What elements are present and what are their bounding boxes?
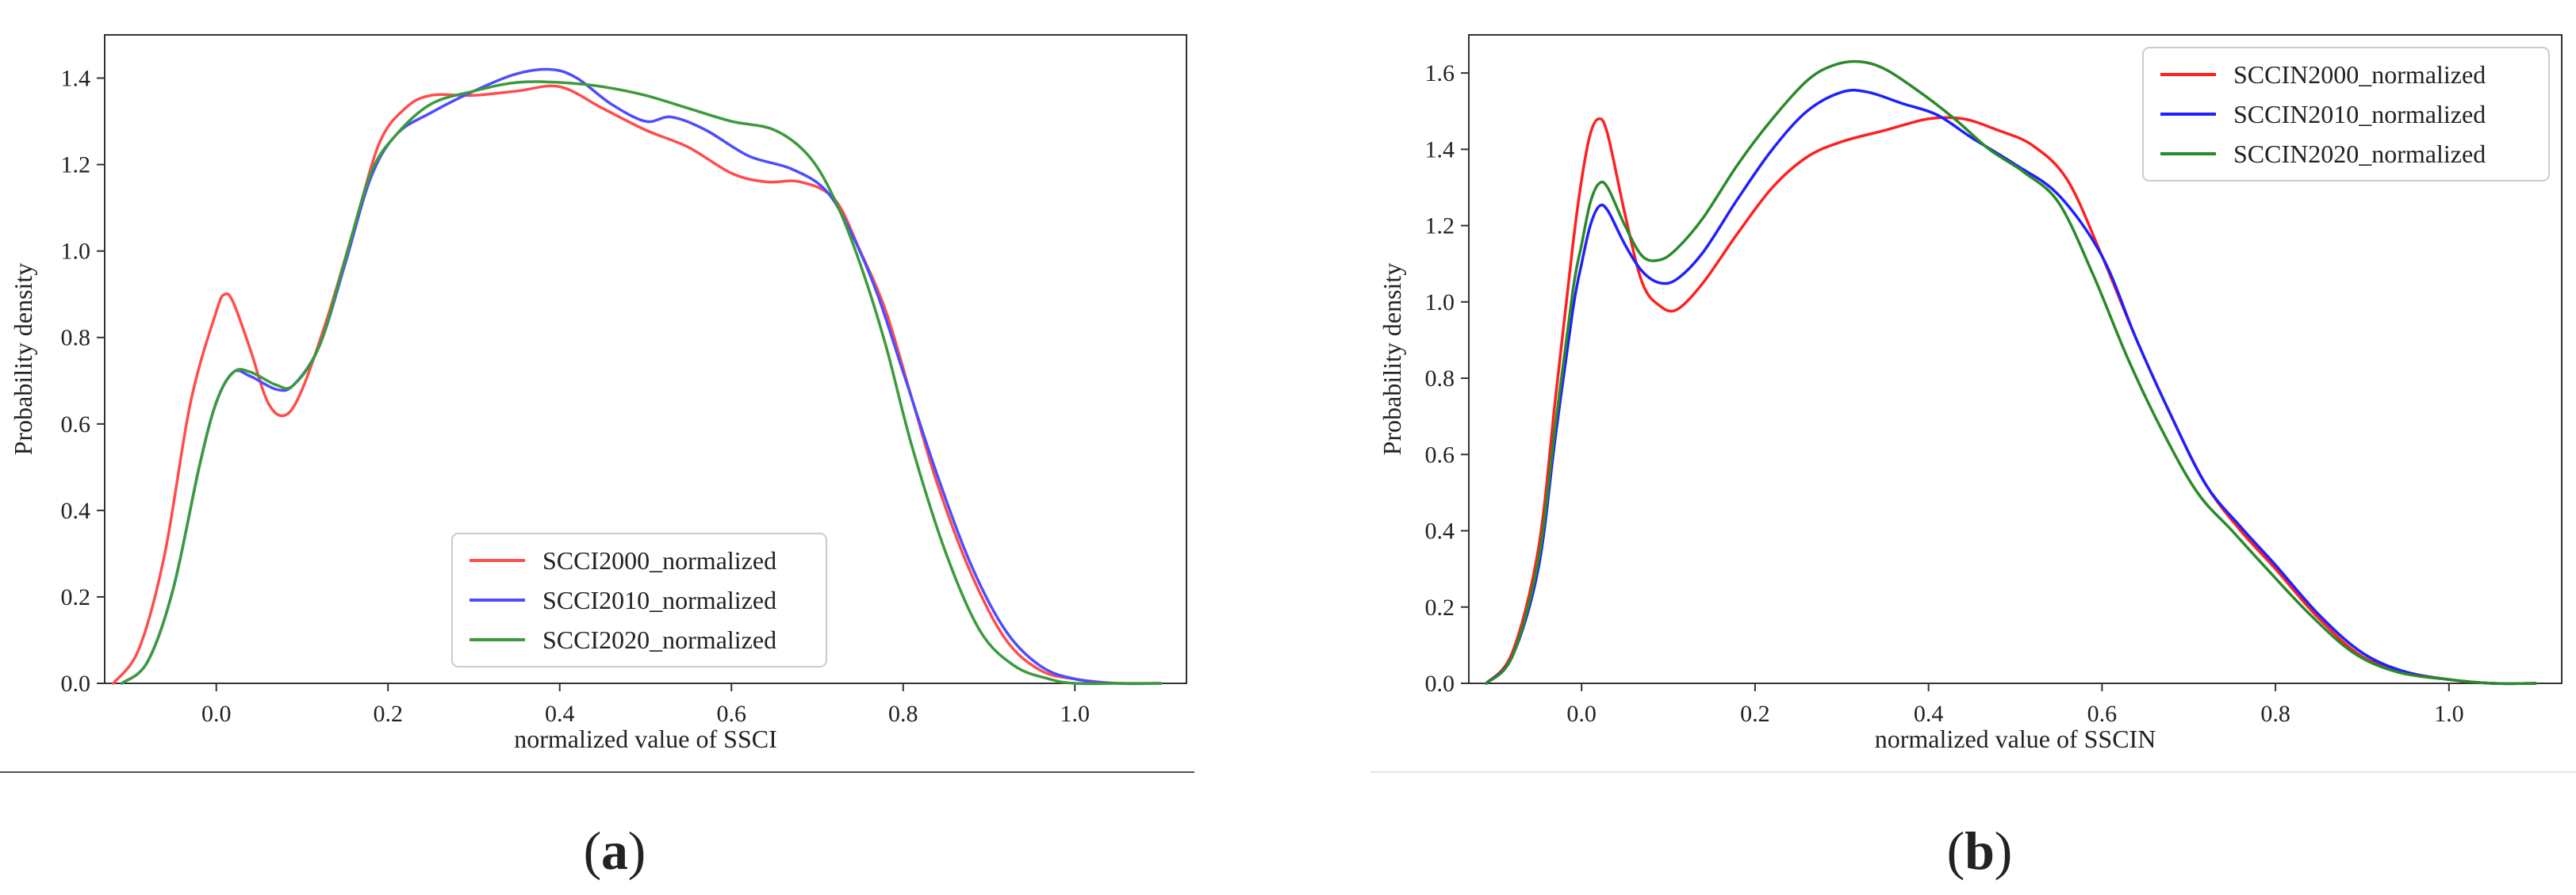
panel-a-caption: ( a ) bbox=[584, 820, 646, 881]
x-tick-label: 0.0 bbox=[1566, 701, 1597, 727]
x-tick-label: 1.0 bbox=[1060, 701, 1091, 727]
y-tick-label: 1.2 bbox=[1425, 213, 1455, 239]
plot-frame bbox=[1468, 34, 2563, 684]
y-tick-label: 0.2 bbox=[61, 584, 91, 610]
legend-box bbox=[2142, 47, 2550, 182]
caption-a-close: ) bbox=[628, 820, 646, 881]
y-axis-label: Probability density bbox=[1378, 263, 1406, 456]
series-line-SCCIN2000_normalized bbox=[1485, 116, 2537, 686]
plot-frame bbox=[104, 34, 1187, 684]
y-tick-label: 0.2 bbox=[1425, 595, 1455, 621]
x-tick-label: 0.4 bbox=[545, 701, 575, 727]
x-tick-label: 1.0 bbox=[2434, 701, 2464, 727]
y-tick-label: 0.6 bbox=[61, 411, 91, 438]
y-tick-label: 0.4 bbox=[61, 498, 91, 524]
series-line-SCCIN2010_normalized bbox=[1485, 89, 2537, 686]
y-tick-label: 0.4 bbox=[1425, 518, 1455, 545]
chart-panel-a: ( a ) 0.0 0.2 0.4 0.6 0.8 1.0 0.0 0.2 0.4 0.6 0.8 1… bbox=[0, 34, 1194, 881]
x-tick-label: 0.2 bbox=[373, 701, 403, 727]
x-tick-label: 0.8 bbox=[2260, 701, 2290, 727]
legend-label: SCCIN2000_normalized bbox=[2233, 60, 2486, 89]
legend-label: SCCI2020_normalized bbox=[542, 625, 776, 654]
y-tick-label: 0.0 bbox=[61, 671, 91, 697]
legend-label: SCCI2000_normalized bbox=[542, 546, 776, 575]
y-tick-label: 1.0 bbox=[1425, 289, 1455, 316]
y-tick-label: 1.4 bbox=[61, 66, 91, 92]
legend-label: SCCI2010_normalized bbox=[542, 586, 776, 614]
legend: SCCI2000_normalized SCCI2010_normalized SC… bbox=[451, 533, 827, 667]
panel-b-caption: ( b ) bbox=[1947, 820, 2013, 881]
x-tick-label: 0.6 bbox=[717, 701, 747, 727]
y-tick-label: 0.6 bbox=[1425, 442, 1455, 468]
legend-label: SCCIN2010_normalized bbox=[2233, 100, 2486, 128]
y-tick-label: 1.6 bbox=[1425, 60, 1455, 86]
y-tick-label: 0.8 bbox=[1425, 365, 1455, 392]
x-tick-label: 0.8 bbox=[888, 701, 918, 727]
y-tick-label: 1.0 bbox=[61, 239, 91, 265]
chart-panel-b: ( b ) 0.0 0.2 0.4 0.6 0.8 1.0 0.0 0.2 0.4 0.6 0.8 1… bbox=[1370, 34, 2576, 881]
caption-b-letter: b bbox=[1965, 820, 1995, 881]
legend-box bbox=[451, 533, 827, 667]
legend: SCCIN2000_normalized SCCIN2010_normalized… bbox=[2142, 47, 2550, 182]
legend-label: SCCIN2020_normalized bbox=[2233, 140, 2486, 168]
caption-a-open: ( bbox=[584, 820, 602, 881]
y-axis-label: Probability density bbox=[9, 263, 37, 456]
series-line-SCCI2020_normalized bbox=[120, 80, 1163, 686]
x-axis-label: normalized value of SSCIN bbox=[1875, 725, 2156, 753]
caption-b-open: ( bbox=[1947, 820, 1965, 881]
y-tick-label: 0.8 bbox=[61, 325, 91, 351]
series-line-SCCI2000_normalized bbox=[112, 84, 1163, 686]
y-tick-label: 1.2 bbox=[61, 152, 91, 178]
x-axis-label: normalized value of SSCI bbox=[514, 725, 776, 753]
caption-b-close: ) bbox=[1995, 820, 2013, 881]
x-tick-label: 0.6 bbox=[2087, 701, 2118, 727]
y-tick-label: 0.0 bbox=[1425, 671, 1455, 697]
y-tick-label: 1.4 bbox=[1425, 136, 1455, 163]
x-tick-label: 0.2 bbox=[1740, 701, 1770, 727]
caption-a-letter: a bbox=[601, 820, 628, 881]
x-tick-label: 0.4 bbox=[1914, 701, 1944, 727]
x-tick-label: 0.0 bbox=[201, 701, 232, 727]
series-line-SCCIN2020_normalized bbox=[1485, 59, 2537, 686]
